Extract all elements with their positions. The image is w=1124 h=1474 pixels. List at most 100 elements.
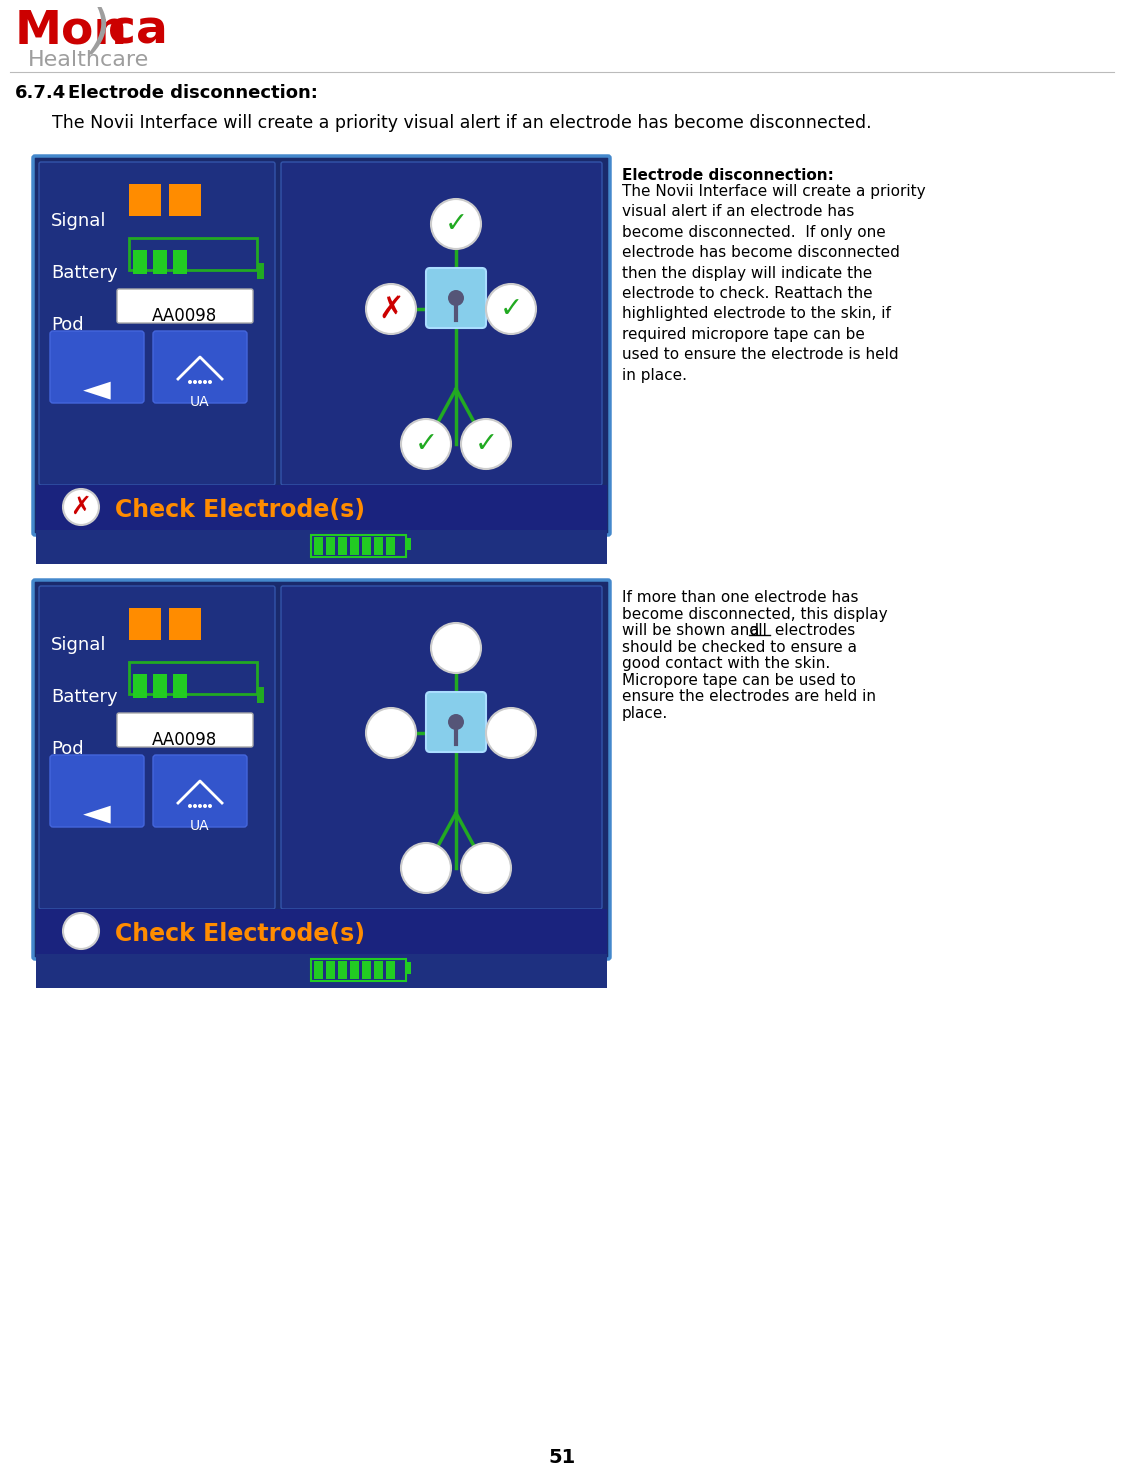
Bar	[386, 537, 395, 556]
Text: ◄: ◄	[83, 371, 111, 405]
Circle shape	[198, 803, 202, 808]
FancyBboxPatch shape	[33, 156, 610, 535]
Bar	[36, 531, 607, 565]
Bar	[311, 960, 406, 982]
Bar	[36, 485, 607, 531]
Circle shape	[193, 380, 197, 385]
Text: If more than one electrode has: If more than one electrode has	[622, 590, 859, 604]
Text: Check Electrode(s): Check Electrode(s)	[115, 923, 365, 946]
Bar	[406, 538, 411, 550]
Bar	[326, 961, 335, 979]
Bar	[338, 961, 347, 979]
Text: become disconnected, this display: become disconnected, this display	[622, 606, 888, 622]
Text: all: all	[749, 624, 767, 638]
Text: Battery: Battery	[51, 688, 118, 706]
Text: ensure the electrodes are held in: ensure the electrodes are held in	[622, 688, 876, 705]
Circle shape	[401, 843, 451, 893]
Circle shape	[63, 912, 99, 949]
Bar	[362, 961, 371, 979]
Circle shape	[188, 803, 192, 808]
FancyBboxPatch shape	[281, 162, 602, 485]
Text: Pod: Pod	[51, 740, 83, 758]
Text: UA: UA	[190, 395, 210, 408]
Text: ✗: ✗	[379, 295, 404, 323]
Text: ✓: ✓	[444, 209, 468, 237]
FancyBboxPatch shape	[153, 755, 247, 827]
Text: AA0098: AA0098	[153, 307, 218, 324]
Bar	[326, 537, 335, 556]
Text: place.: place.	[622, 706, 669, 721]
Bar	[169, 184, 201, 217]
Text: ◄: ◄	[83, 796, 111, 830]
Text: ✓: ✓	[474, 430, 498, 458]
Text: ca: ca	[108, 7, 167, 53]
Circle shape	[448, 713, 464, 730]
FancyBboxPatch shape	[426, 691, 486, 752]
Bar	[129, 662, 257, 694]
FancyBboxPatch shape	[33, 579, 610, 960]
Text: ✓: ✓	[415, 430, 437, 458]
Bar	[129, 184, 161, 217]
Text: Check Electrode(s): Check Electrode(s)	[115, 498, 365, 522]
Circle shape	[461, 419, 511, 469]
FancyBboxPatch shape	[39, 162, 275, 485]
FancyBboxPatch shape	[39, 587, 275, 909]
Bar	[350, 537, 359, 556]
Bar	[36, 954, 607, 988]
FancyBboxPatch shape	[426, 268, 486, 329]
Text: The Novii Interface will create a priority
visual alert if an electrode has
beco: The Novii Interface will create a priori…	[622, 184, 926, 383]
Text: will be shown and: will be shown and	[622, 624, 764, 638]
Circle shape	[193, 803, 197, 808]
Bar	[362, 537, 371, 556]
Bar	[129, 607, 161, 640]
Circle shape	[461, 843, 511, 893]
Bar	[173, 251, 187, 274]
Circle shape	[198, 380, 202, 385]
Text: The Novii Interface will create a priority visual alert if an electrode has beco: The Novii Interface will create a priori…	[52, 113, 871, 133]
FancyBboxPatch shape	[49, 755, 144, 827]
Text: should be checked to ensure a: should be checked to ensure a	[622, 640, 856, 654]
Circle shape	[486, 284, 536, 335]
Text: Battery: Battery	[51, 264, 118, 282]
Circle shape	[188, 380, 192, 385]
FancyBboxPatch shape	[281, 587, 602, 909]
Bar	[338, 537, 347, 556]
Bar	[314, 537, 323, 556]
Bar	[386, 961, 395, 979]
Circle shape	[203, 380, 207, 385]
Bar	[314, 961, 323, 979]
Circle shape	[430, 199, 481, 249]
Text: ): )	[90, 6, 110, 57]
Bar	[153, 251, 167, 274]
Text: Pod: Pod	[51, 315, 83, 335]
Text: good contact with the skin.: good contact with the skin.	[622, 656, 831, 671]
Bar	[350, 961, 359, 979]
Text: 51: 51	[549, 1447, 575, 1467]
Bar	[153, 674, 167, 699]
Circle shape	[208, 380, 212, 385]
Text: 6.7.4: 6.7.4	[15, 84, 66, 102]
FancyBboxPatch shape	[117, 713, 253, 747]
Circle shape	[430, 624, 481, 674]
Text: Electrode disconnection:: Electrode disconnection:	[622, 168, 840, 183]
Circle shape	[366, 708, 416, 758]
Text: ✓: ✓	[499, 295, 523, 323]
Bar	[257, 262, 264, 279]
Text: Mon: Mon	[15, 7, 128, 53]
Bar	[406, 963, 411, 974]
Text: Signal: Signal	[51, 635, 107, 654]
Circle shape	[208, 803, 212, 808]
Text: Healthcare: Healthcare	[28, 50, 149, 69]
Bar	[133, 251, 147, 274]
Circle shape	[366, 284, 416, 335]
Bar	[374, 537, 383, 556]
Bar	[311, 535, 406, 557]
Bar	[129, 237, 257, 270]
Bar	[169, 607, 201, 640]
Bar	[257, 687, 264, 703]
Bar	[374, 961, 383, 979]
Text: ✗: ✗	[71, 495, 91, 519]
Circle shape	[63, 489, 99, 525]
Text: UA: UA	[190, 820, 210, 833]
Circle shape	[486, 708, 536, 758]
